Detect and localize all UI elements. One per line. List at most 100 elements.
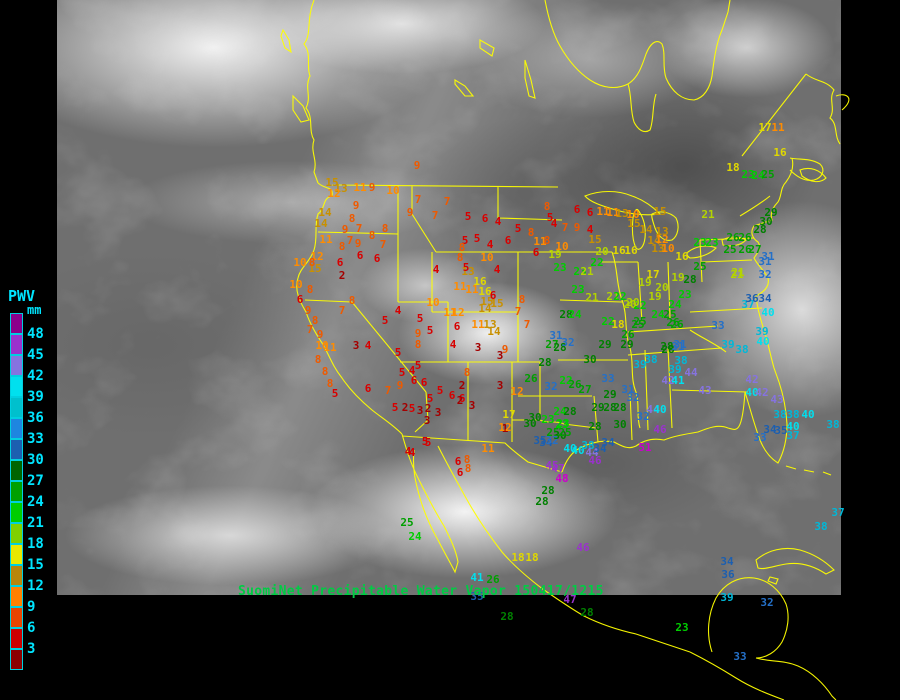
pwv-station-value: 40 xyxy=(653,402,667,416)
pwv-station-value: 41 xyxy=(671,373,685,387)
pwv-station-value: 30 xyxy=(523,416,537,430)
legend-swatch xyxy=(10,355,23,376)
pwv-station-value: 43 xyxy=(770,392,784,406)
pwv-station-value: 8 xyxy=(527,225,535,239)
pwv-station-value: 25 xyxy=(761,167,775,181)
pwv-station-value: 6 xyxy=(356,248,364,262)
legend-units: mm xyxy=(27,303,42,317)
pwv-station-value: 25 xyxy=(400,515,414,529)
pwv-station-value: 5 xyxy=(473,231,481,245)
pwv-station-value: 26 xyxy=(738,230,752,244)
pwv-station-value: 8 xyxy=(326,376,334,390)
pwv-station-value: 17 xyxy=(758,120,772,134)
pwv-station-value: 9 xyxy=(352,198,360,212)
pwv-station-value: 28 xyxy=(588,419,602,433)
pwv-station-value: 6 xyxy=(504,233,512,247)
pwv-station-value: 13 xyxy=(651,241,665,255)
legend-label: 12 xyxy=(27,578,44,594)
pwv-station-value: 39 xyxy=(721,337,735,351)
pwv-station-value: 23 xyxy=(555,417,569,431)
legend-label: 24 xyxy=(27,494,44,510)
pwv-station-value: 5 xyxy=(426,323,434,337)
pwv-station-value: 8 xyxy=(308,255,316,269)
pwv-station-value: 3 xyxy=(474,340,482,354)
pwv-station-value: 38 xyxy=(581,438,595,452)
pwv-station-value: 3 xyxy=(434,405,442,419)
pwv-station-value: 14 xyxy=(314,216,328,230)
pwv-station-value: 26 xyxy=(666,315,680,329)
pwv-station-value: 11 xyxy=(771,120,785,134)
pwv-station-value: 26 xyxy=(726,230,740,244)
pwv-station-value: 4 xyxy=(449,337,457,351)
pwv-station-value: 9 xyxy=(354,236,362,250)
pwv-station-value: 9 xyxy=(573,220,581,234)
pwv-station-value: 21 xyxy=(606,289,620,303)
pwv-station-value: 30 xyxy=(583,352,597,366)
pwv-station-value: 6 xyxy=(573,202,581,216)
pwv-station-value: 34 xyxy=(720,554,734,568)
pwv-station-value: 11 xyxy=(453,279,467,293)
legend-swatch xyxy=(10,502,23,523)
pwv-station-value: 7 xyxy=(379,237,387,251)
pwv-station-value: 12 xyxy=(327,186,341,200)
pwv-station-value: 28 xyxy=(683,272,697,286)
pwv-station-value: 28 xyxy=(613,400,627,414)
legend-swatch xyxy=(10,376,23,397)
pwv-station-value: 22 xyxy=(613,289,627,303)
pwv-station-value: 11 xyxy=(319,232,333,246)
pwv-station-value: 40 xyxy=(801,407,815,421)
pwv-station-value: 23 xyxy=(556,416,570,430)
pwv-station-value: 7 xyxy=(561,220,569,234)
pwv-station-value: 31 xyxy=(621,382,635,396)
pwv-station-value: 32 xyxy=(626,390,640,404)
pwv-station-value: 2 xyxy=(338,268,346,282)
pwv-station-value: 41 xyxy=(470,570,484,584)
legend-label: 21 xyxy=(27,515,44,531)
pwv-station-value: 12 xyxy=(655,232,669,246)
pwv-station-value: 6 xyxy=(420,375,428,389)
pwv-station-value: 29 xyxy=(598,337,612,351)
pwv-station-value: 40 xyxy=(756,334,770,348)
pwv-station-value: 29 xyxy=(603,387,617,401)
pwv-station-value: 21 xyxy=(585,290,599,304)
pwv-station-value: 12 xyxy=(451,305,465,319)
pwv-station-value: 8 xyxy=(311,313,319,327)
pwv-station-value: 18 xyxy=(511,550,525,564)
pwv-station-value: 7 xyxy=(346,233,354,247)
pwv-station-value: 17 xyxy=(646,267,660,281)
pwv-station-value: 9 xyxy=(501,342,509,356)
pwv-station-value: 8 xyxy=(314,352,322,366)
pwv-station-value: 24 xyxy=(568,307,582,321)
pwv-station-value: 1 xyxy=(501,421,509,435)
pwv-station-value: 40 xyxy=(571,443,585,457)
pwv-station-value: 24 xyxy=(408,529,422,543)
pwv-station-value: 17 xyxy=(502,407,516,421)
pwv-station-value: 28 xyxy=(661,342,675,356)
pwv-station-value: 34 xyxy=(601,435,615,449)
pwv-station-value: 5 xyxy=(391,400,399,414)
pwv-station-value: 11 xyxy=(596,204,610,218)
pwv-station-value: 37 xyxy=(786,428,800,442)
pwv-station-value: 7 xyxy=(431,208,439,222)
pwv-station-value: 8 xyxy=(518,292,526,306)
pwv-station-value: 4 xyxy=(586,222,594,236)
product-caption: SuomiNet Precipitable Water Vapor 150417… xyxy=(238,584,604,599)
pwv-station-value: 35 xyxy=(470,589,484,603)
pwv-station-value: 47 xyxy=(563,592,577,606)
pwv-station-value: 23 xyxy=(741,167,755,181)
legend-swatch xyxy=(10,544,23,565)
pwv-station-value: 28 xyxy=(535,494,549,508)
pwv-station-value: 6 xyxy=(532,245,540,259)
pwv-station-value: 25 xyxy=(663,307,677,321)
legend-label: 6 xyxy=(27,620,36,636)
pwv-station-value: 23 xyxy=(541,412,555,426)
pwv-station-value: 20 xyxy=(623,297,637,311)
pwv-station-value: 6 xyxy=(453,319,461,333)
pwv-station-value: 9 xyxy=(396,378,404,392)
pwv-station-value: 8 xyxy=(463,452,471,466)
pwv-station-value: 10 xyxy=(555,239,569,253)
pwv-station-value: 10 xyxy=(480,250,494,264)
pwv-station-value: 23 xyxy=(571,282,585,296)
pwv-station-value: 12 xyxy=(510,384,524,398)
pwv-station-value: 43 xyxy=(698,383,712,397)
